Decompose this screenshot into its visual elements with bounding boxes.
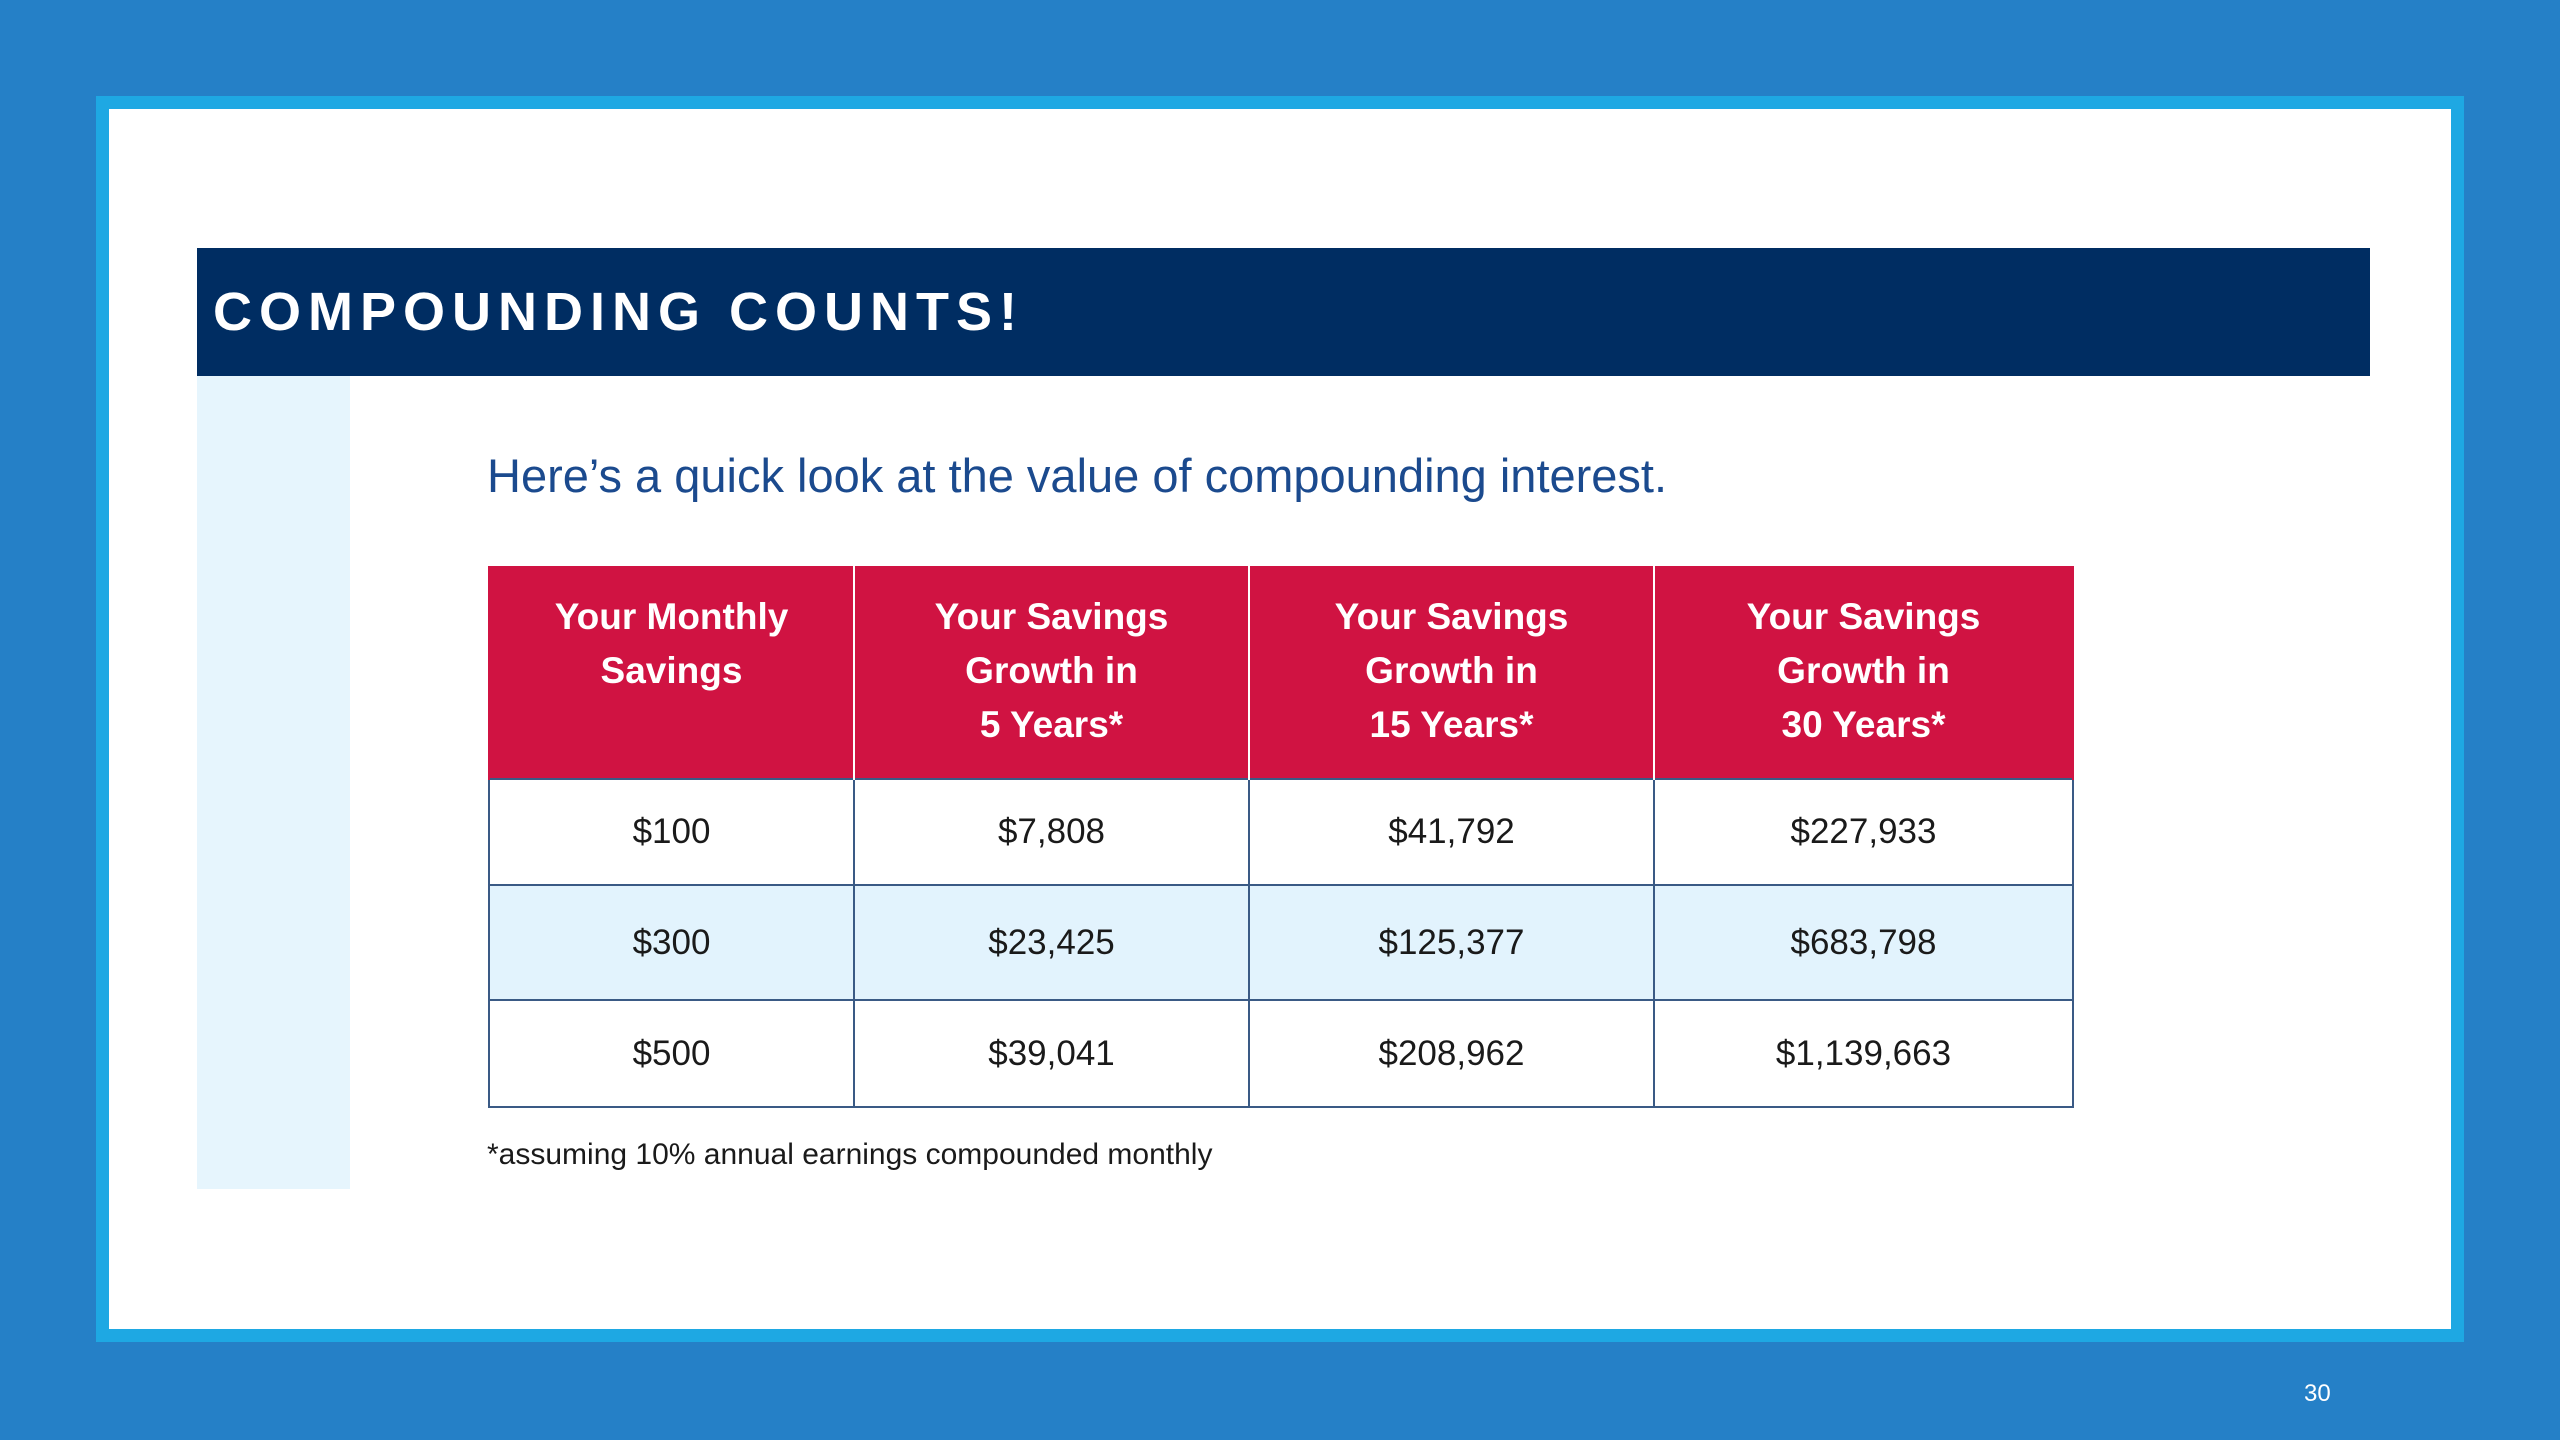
table-cell: $125,377 [1248, 884, 1655, 1001]
title-band: COMPOUNDING COUNTS! [197, 248, 2370, 376]
table-cell: $41,792 [1248, 778, 1655, 886]
table-row: $300 $23,425 $125,377 $683,798 [488, 884, 2074, 1001]
slide-title: COMPOUNDING COUNTS! [213, 282, 1024, 342]
table-row: $500 $39,041 $208,962 $1,139,663 [488, 999, 2074, 1108]
table-header-row: Your Monthly Savings Your Savings Growth… [488, 566, 2074, 779]
table-cell: $39,041 [853, 999, 1250, 1108]
header-monthly-savings: Your Monthly Savings [488, 566, 855, 779]
intro-text: Here’s a quick look at the value of comp… [487, 449, 1668, 502]
header-growth-15-years: Your Savings Growth in 15 Years* [1248, 566, 1655, 779]
table-cell: $227,933 [1653, 778, 2074, 886]
table-cell: $1,139,663 [1653, 999, 2074, 1108]
table-cell: $683,798 [1653, 884, 2074, 1001]
header-growth-30-years: Your Savings Growth in 30 Years* [1653, 566, 2074, 779]
table-cell: $300 [488, 884, 855, 1001]
table-row: $100 $7,808 $41,792 $227,933 [488, 778, 2074, 886]
compounding-table: Your Monthly Savings Your Savings Growth… [488, 566, 2074, 1108]
table-cell: $500 [488, 999, 855, 1108]
side-accent-strip [197, 376, 350, 1189]
header-growth-5-years: Your Savings Growth in 5 Years* [853, 566, 1250, 779]
table-cell: $7,808 [853, 778, 1250, 886]
footnote: *assuming 10% annual earnings compounded… [487, 1138, 1213, 1171]
table-cell: $100 [488, 778, 855, 886]
table-cell: $23,425 [853, 884, 1250, 1001]
page-number: 30 [2304, 1380, 2331, 1407]
table-cell: $208,962 [1248, 999, 1655, 1108]
